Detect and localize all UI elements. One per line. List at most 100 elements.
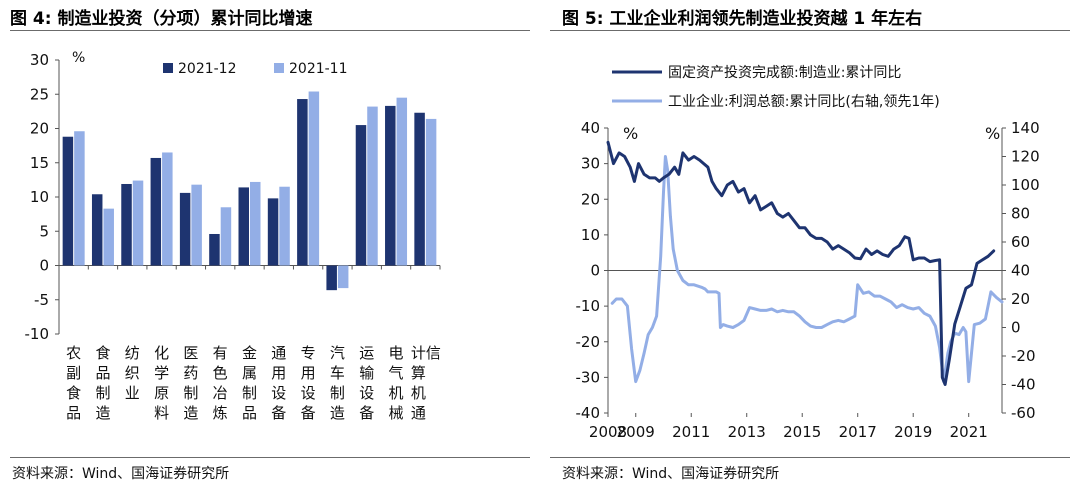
category-label-char: 械	[389, 404, 404, 422]
bar-chart-category-labels: 农副食品食品制造纺织业化学原料医药制造有色冶炼金属制品通用设备专用设备汽车制造运…	[66, 344, 441, 422]
line-chart-legend: 固定资产投资完成额:制造业:累计同比 工业企业:利润总额:累计同比(右轴,领先1…	[612, 65, 940, 110]
category-label-char: 输	[359, 364, 374, 382]
left-y-tick-label: -20	[576, 333, 601, 351]
line-chart-panel: 图 5: 工业企业利润领先制造业投资越 1 年左右 固定资产投资完成额:制造业:…	[540, 0, 1080, 490]
category-label-char: 气	[389, 364, 404, 382]
x-tick-label: 2008	[589, 423, 627, 441]
category-label-char: 副	[66, 364, 81, 382]
source-rule	[550, 457, 1070, 458]
bar-2021-11-食品制造	[103, 208, 114, 266]
bar-2021-12-食品制造	[91, 194, 103, 266]
bar-2021-11-纺织业	[132, 180, 144, 266]
category-label-char: 用	[271, 364, 286, 382]
bar-chart-bars	[62, 91, 437, 291]
title-rule	[10, 30, 530, 31]
category-label-char: 造	[95, 404, 110, 422]
bar-chart-source: 资料来源：Wind、国海证券研究所	[12, 466, 230, 482]
category-label-char: 车	[330, 364, 345, 382]
category-label-char: 品	[66, 404, 81, 422]
y-tick-label: 5	[39, 222, 49, 240]
category-label-char: 制	[183, 384, 198, 402]
right-y-tick-label: 140	[1011, 119, 1040, 137]
left-y-tick-label: 10	[581, 226, 600, 244]
category-label-char: 汽	[330, 344, 345, 362]
line-chart-axes: -40 -30 -20 -10 0 10 20 30 40 -60 -40 -20 0 20 40 60 80 1…	[576, 119, 1040, 441]
right-axis-unit-label: %	[985, 124, 1000, 143]
category-label-char: 医	[183, 344, 198, 362]
right-y-tick-label: 40	[1011, 262, 1030, 280]
bar-2021-12-有色冶炼	[209, 233, 220, 266]
left-y-tick-label: 20	[581, 190, 600, 208]
category-label-char: 食	[95, 344, 110, 362]
category-label-char: 品	[95, 364, 110, 382]
category-label-char: 通	[271, 344, 286, 362]
category-label-char: 农	[66, 344, 81, 362]
category-label-char: 制	[242, 384, 257, 402]
category-label-char: 通	[411, 404, 426, 422]
x-tick-label: 2011	[672, 423, 710, 441]
right-y-tick-label: 60	[1011, 233, 1030, 251]
category-label-char: 制	[95, 384, 110, 402]
category-label-char: 属	[242, 364, 257, 382]
y-tick-label: 0	[39, 257, 49, 275]
category-label-char: 有	[213, 344, 228, 362]
y-tick-label: -5	[34, 291, 49, 309]
category-label-char: 备	[359, 404, 374, 422]
legend-label-2021-12: 2021-12	[178, 61, 237, 77]
bar-2021-12-专用设备	[297, 99, 308, 266]
category-label-char: 纺	[125, 344, 140, 362]
category-label-char: 织	[125, 364, 140, 382]
category-label-char: 造	[330, 404, 345, 422]
bar-2021-11-医药制造	[191, 184, 202, 266]
bar-2021-12-农副食品	[62, 136, 74, 266]
category-label-char: 备	[271, 404, 286, 422]
category-label-char: 备	[301, 404, 316, 422]
category-label-char: 学	[154, 364, 169, 382]
category-label-char: 计	[411, 344, 426, 362]
x-tick-label: 2019	[894, 423, 932, 441]
bar-2021-11-计算机通信	[425, 118, 437, 266]
legend-label-profit: 工业企业:利润总额:累计同比(右轴,领先1年)	[668, 93, 940, 110]
y-tick-label: 25	[30, 85, 49, 103]
left-y-tick-label: -10	[576, 297, 601, 315]
x-tick-label: 2021	[950, 423, 988, 441]
category-label-char: 化	[154, 344, 169, 362]
title-rule	[550, 30, 1070, 31]
bar-2021-12-医药制造	[179, 192, 191, 266]
bar-2021-12-金属制品	[238, 187, 249, 266]
right-y-tick-label: 120	[1011, 148, 1040, 166]
y-tick-label: 15	[30, 154, 49, 172]
category-label-char: 设	[359, 384, 374, 402]
bar-2021-12-汽车制造	[326, 265, 337, 291]
category-label-char: 算	[411, 364, 426, 382]
series-line-profit	[610, 155, 1004, 384]
category-label-char: 用	[301, 364, 316, 382]
bar-2021-11-汽车制造	[337, 265, 349, 289]
right-y-tick-label: 80	[1011, 205, 1030, 223]
category-label-char: 制	[330, 384, 345, 402]
right-y-tick-label: 100	[1011, 176, 1040, 194]
bar-2021-12-计算机通信	[414, 112, 425, 266]
bar-2021-11-有色冶炼	[220, 207, 232, 266]
line-chart-source: 资料来源：Wind、国海证券研究所	[562, 466, 780, 482]
bar-2021-11-电气机械	[396, 97, 408, 266]
legend-swatch-2021-11	[274, 63, 284, 73]
category-label-char: 电	[389, 344, 404, 362]
x-tick-label: 2009	[617, 423, 655, 441]
bar-chart-unit-label: %	[72, 50, 85, 66]
y-tick-label: -10	[25, 325, 50, 343]
y-tick-label: 20	[30, 120, 49, 138]
category-label-char: 信	[426, 344, 441, 362]
bar-chart-panel: 图 4: 制造业投资（分项）累计同比增速 % -10 -5 0 5 10 15 20 25 30…	[10, 9, 530, 482]
line-chart-title: 图 5: 工业企业利润领先制造业投资越 1 年左右	[562, 9, 923, 29]
category-label-char: 金	[242, 344, 257, 362]
bar-2021-12-纺织业	[121, 183, 132, 266]
bar-chart-axes: -10 -5 0 5 10 15 20 25 30	[25, 51, 441, 343]
bar-2021-12-运输设备	[355, 125, 367, 266]
series-line-investment	[606, 140, 996, 386]
category-label-char: 设	[271, 384, 286, 402]
legend-label-2021-11: 2021-11	[289, 61, 348, 77]
category-label-char: 专	[301, 344, 316, 362]
category-label-char: 运	[359, 344, 374, 362]
